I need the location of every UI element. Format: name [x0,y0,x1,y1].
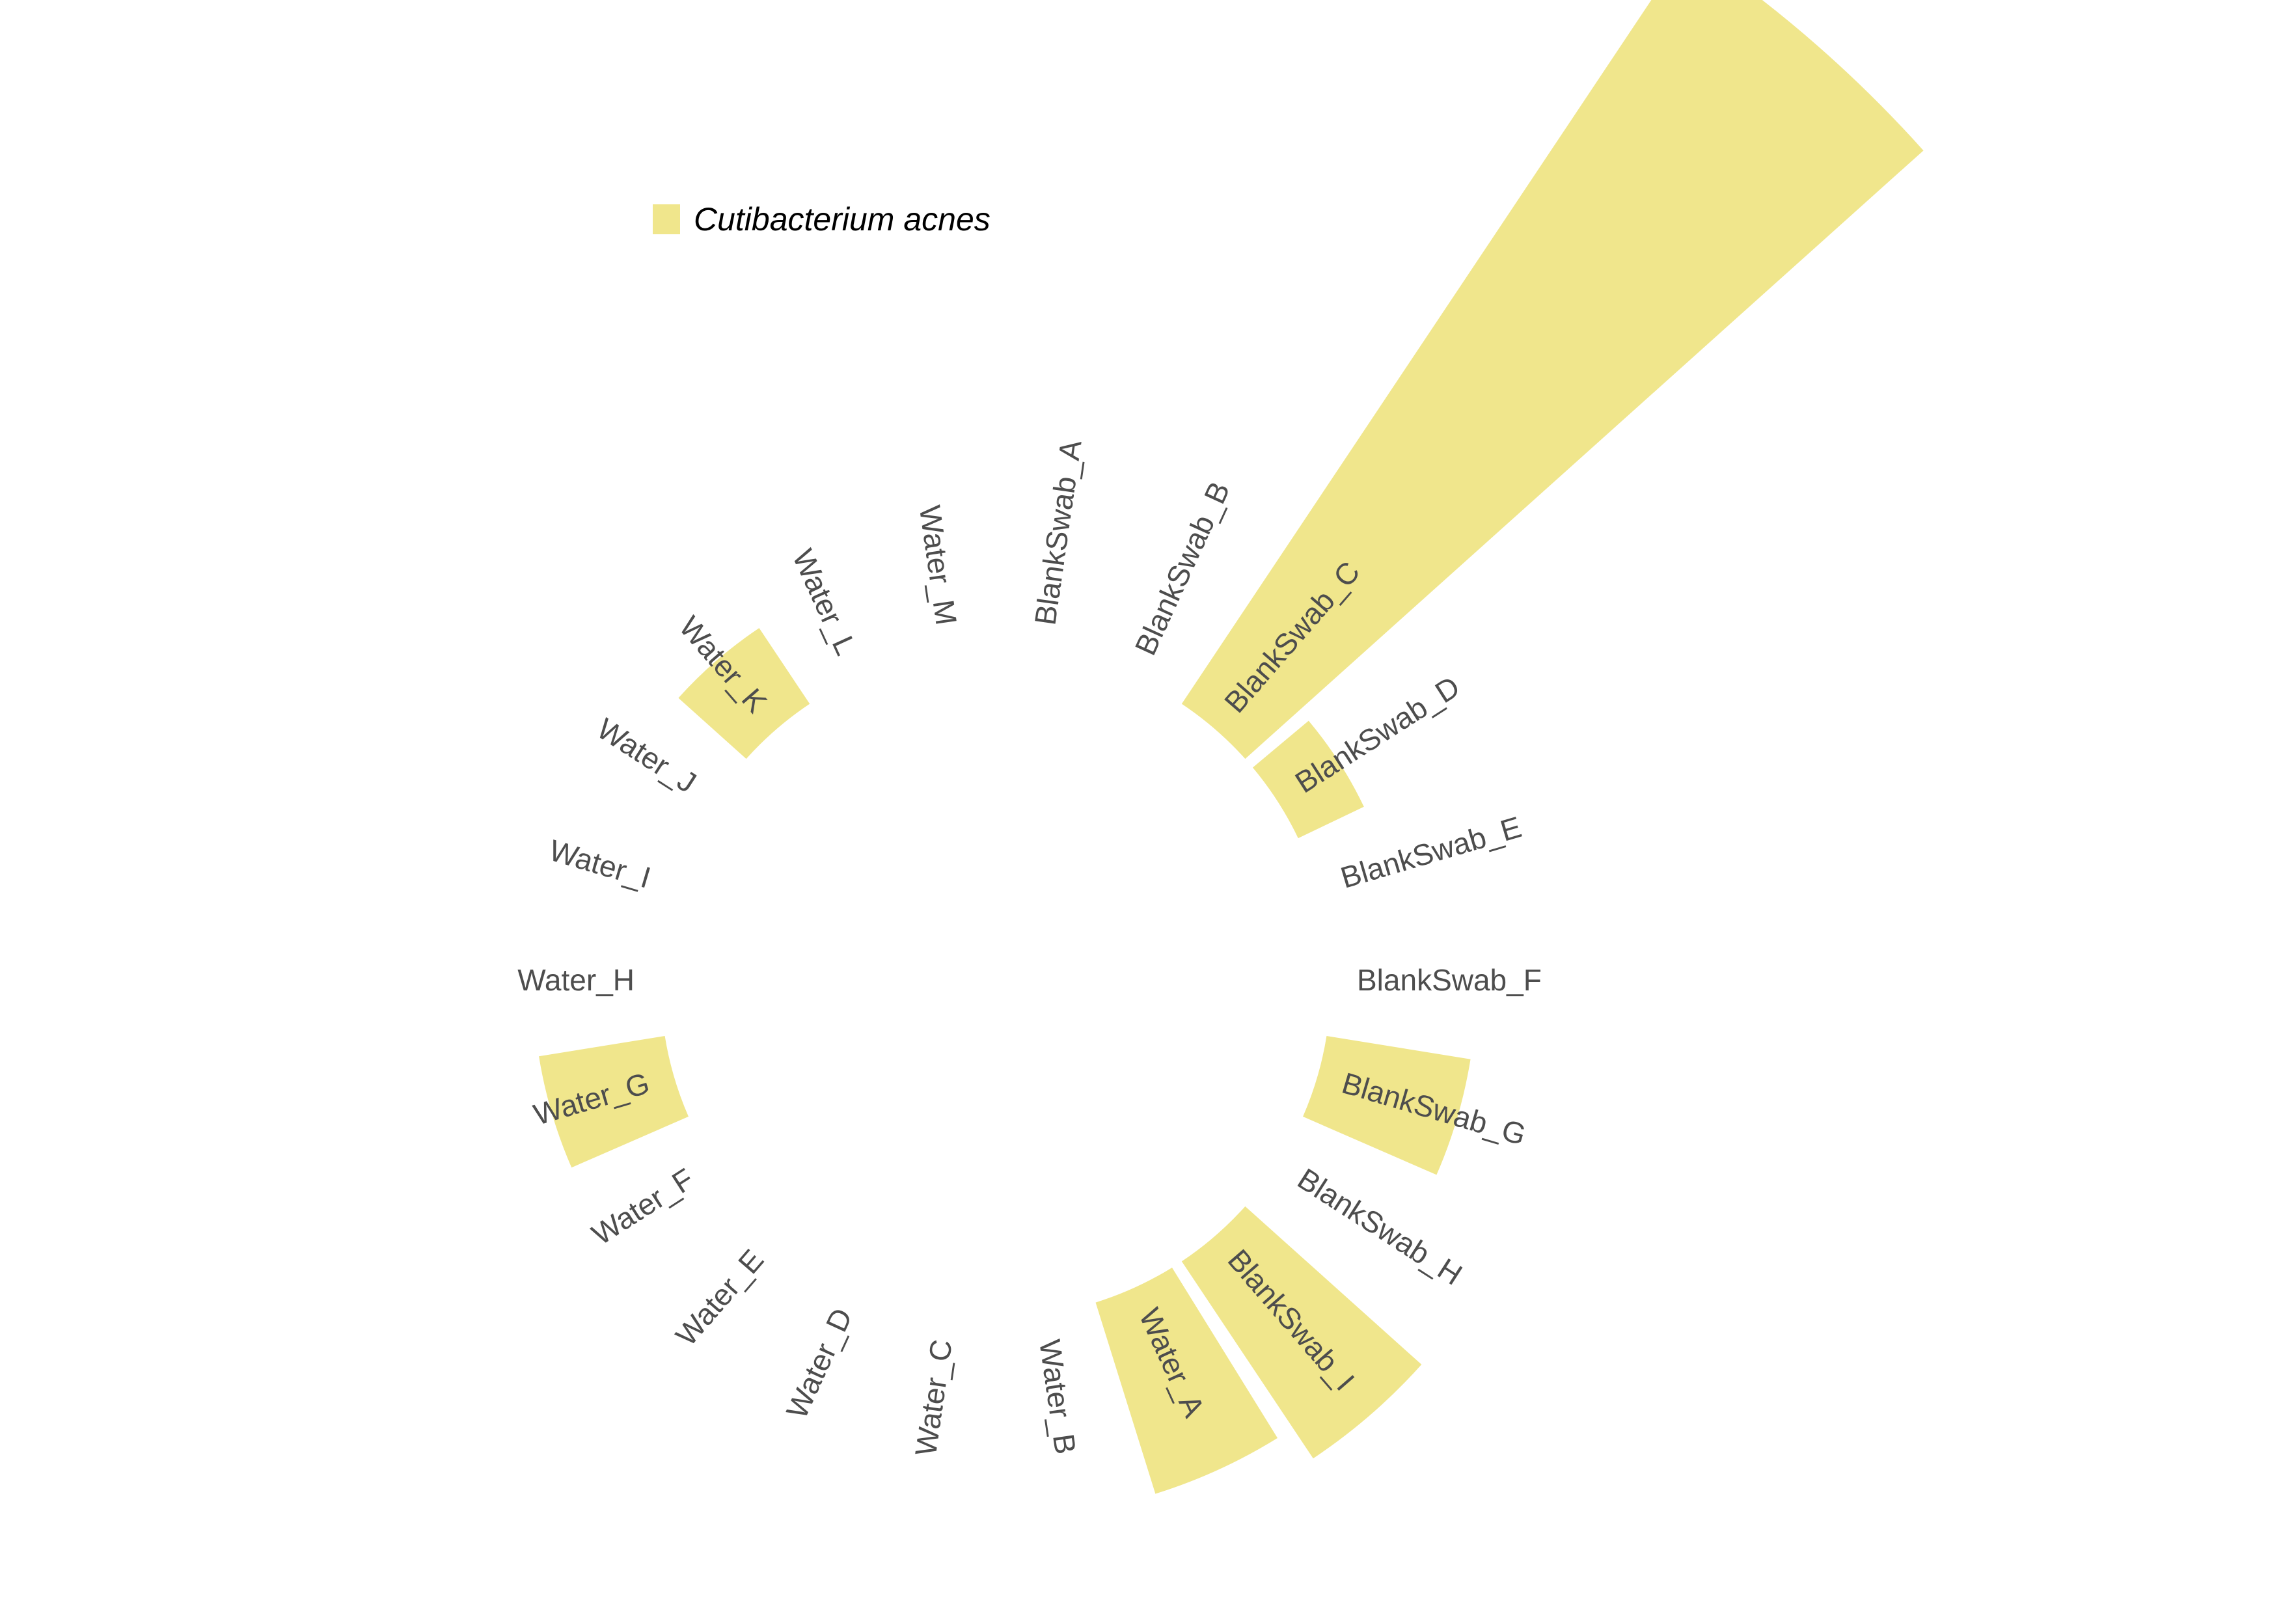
bar-water-k [678,628,810,759]
bar-water-a [1095,1267,1278,1494]
label-blankswab-a: BlankSwab_A [1028,438,1087,627]
label-blankswab-f: BlankSwab_F [1357,963,1542,997]
label-water-b: Water_B [1033,1337,1083,1456]
label-water-l: Water_L [786,544,864,660]
bar-blankswab-d [1252,720,1364,839]
bars-layer [539,0,1924,1494]
label-water-d: Water_D [780,1303,859,1423]
bar-blankswab-c [1181,0,1924,759]
bar-water-g [539,1036,689,1168]
label-water-h: Water_H [517,963,635,997]
legend-label: Cutibacterium acnes [694,201,991,238]
label-water-i: Water_I [545,833,655,895]
label-water-c: Water_C [909,1337,959,1458]
bar-blankswab-g [1303,1036,1471,1175]
label-blankswab-e: BlankSwab_E [1337,810,1525,895]
label-water-j: Water_J [591,711,702,799]
label-water-m: Water_M [913,503,964,627]
label-water-e: Water_E [669,1243,770,1352]
bar-blankswab-i [1181,1206,1422,1459]
label-blankswab-b: BlankSwab_B [1128,476,1236,660]
legend: Cutibacterium acnes [653,201,991,238]
label-water-f: Water_F [586,1162,700,1251]
legend-swatch [653,204,680,234]
